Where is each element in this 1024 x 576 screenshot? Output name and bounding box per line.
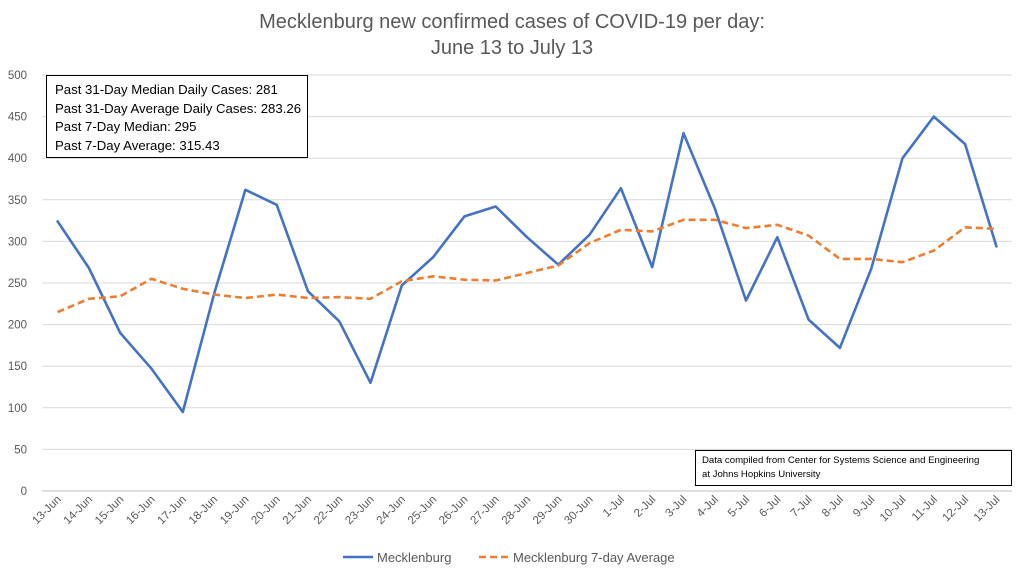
x-tick-label: 3-Jul [663,494,689,520]
x-tick-label: 11-Jul [910,494,940,524]
x-tick-label: 15-Jun [93,494,126,527]
x-axis-ticks: 13-Jun14-Jun15-Jun16-Jun17-Jun18-Jun19-J… [30,494,1002,527]
y-tick-label: 0 [21,486,27,498]
x-tick-label: 10-Jul [878,494,909,525]
chart-title-line-1: Mecklenburg new confirmed cases of COVID… [259,11,765,33]
x-tick-label: 7-Jul [789,494,815,520]
y-axis-ticks: 0 50 100 150 200 250 300 350 400 450 500 [8,70,27,498]
x-tick-label: 29-Jun [531,494,564,527]
x-tick-label: 24-Jun [375,494,408,527]
x-tick-label: 9-Jul [851,494,877,520]
x-tick-label: 6-Jul [757,494,783,520]
x-tick-label: 5-Jul [726,494,752,520]
x-tick-label: 16-Jun [124,494,157,527]
y-tick-label: 50 [14,444,27,456]
y-tick-label: 100 [8,403,27,415]
x-tick-label: 20-Jun [249,494,282,527]
stats-annotation-box: Past 31-Day Median Daily Cases: 281 Past… [46,75,308,158]
x-tick-label: 14-Jun [62,494,95,527]
x-tick-label: 30-Jun [562,494,595,527]
legend-label: Mecklenburg [377,550,451,565]
legend-label: Mecklenburg 7-day Average [513,550,675,565]
x-tick-label: 22-Jun [312,494,345,527]
x-tick-label: 28-Jun [500,494,533,527]
y-tick-label: 250 [8,278,27,290]
y-tick-label: 300 [8,236,27,248]
y-tick-label: 350 [8,195,27,207]
chart-title-line-2: June 13 to July 13 [431,37,593,59]
x-tick-label: 13-Jun [30,494,63,527]
x-tick-label: 25-Jun [406,494,439,527]
source-annotation-box: Data compiled from Center for Systems Sc… [695,450,1012,486]
x-tick-label: 26-Jun [437,494,470,527]
y-tick-label: 200 [8,320,27,332]
x-tick-label: 27-Jun [468,494,501,527]
series-line-7day-average [57,218,997,314]
stats-line: Past 7-Day Average: 315.43 [55,137,220,153]
x-tick-label: 17-Jun [156,494,189,527]
y-tick-label: 450 [8,112,27,124]
x-tick-label: 18-Jun [187,494,220,527]
y-tick-label: 500 [8,70,27,82]
stats-line: Past 7-Day Median: 295 [55,119,197,134]
y-tick-label: 150 [8,361,27,373]
x-tick-label: 13-Jul [972,494,1003,525]
stats-line: Past 31-Day Average Daily Cases: 283.26 [55,100,302,116]
source-line: Data compiled from Center for Systems Sc… [702,455,980,466]
legend: Mecklenburg Mecklenburg 7-day Average [343,550,675,565]
source-line: at Johns Hopkins University [702,469,821,480]
x-tick-label: 12-Jul [941,494,972,525]
series-line-mecklenburg [56,115,998,414]
x-tick-label: 2-Jul [632,494,658,520]
x-tick-label: 1-Jul [601,494,627,520]
x-tick-label: 19-Jun [218,494,251,527]
x-tick-label: 4-Jul [695,494,721,520]
x-tick-label: 21-Jun [281,494,314,527]
y-tick-label: 400 [8,153,27,165]
x-tick-label: 8-Jul [820,494,846,520]
series-lines [56,115,998,414]
x-tick-label: 23-Jun [343,494,376,527]
stats-line: Past 31-Day Median Daily Cases: 281 [55,82,278,97]
